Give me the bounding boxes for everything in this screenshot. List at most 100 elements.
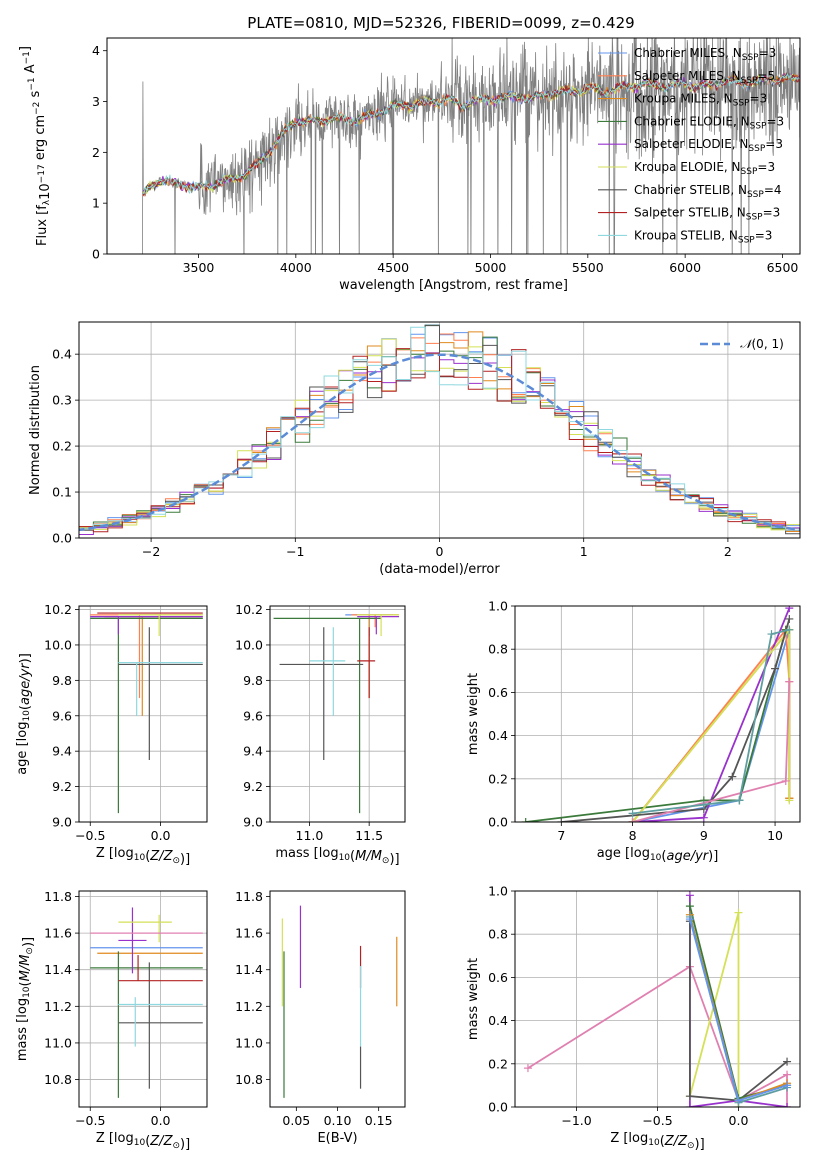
data-point — [90, 616, 203, 635]
superscript: −1 — [27, 77, 37, 90]
legend-label-salpeter_miles: Salpeter MILES, NSSP=5 — [634, 69, 775, 86]
mass-weight-marker — [734, 1096, 743, 1105]
superscript: −1 — [22, 51, 32, 64]
y-tick-label: 0.4 — [488, 728, 508, 743]
subscript: 10 — [134, 853, 146, 863]
data-point — [90, 617, 203, 814]
y-tick-label: 9.4 — [243, 744, 263, 759]
x-tick-label: 11.0 — [296, 828, 324, 843]
mass-weight-marker — [783, 1070, 792, 1079]
label-part: ( — [145, 849, 150, 864]
legend-label-kroupa_miles: Kroupa MILES, NSSP=3 — [634, 92, 767, 109]
legend-subscript: SSP — [741, 167, 758, 177]
x-tick-label: 0.05 — [282, 1113, 310, 1128]
mass-weight-marker — [521, 818, 530, 822]
y-axis-label-text: mass weight — [466, 958, 481, 1040]
y-tick-label: 11.2 — [235, 999, 263, 1014]
legend-subscript: SSP — [747, 190, 764, 200]
x-axis-label: wavelength [Angstrom, rest frame] — [339, 278, 568, 293]
data-point — [118, 914, 172, 943]
label-part: erg cm — [33, 115, 48, 164]
x-tick-label: 4500 — [377, 260, 409, 275]
y-tick-label: 11.4 — [44, 962, 72, 977]
x-tick-label: 6500 — [767, 260, 799, 275]
mass-weight-marker — [735, 796, 744, 805]
x-tick-label: −2 — [142, 544, 160, 559]
x-axis-label: (data-model)/error — [379, 562, 500, 577]
x-tick-label: −1.0 — [561, 1113, 591, 1128]
label-part: )] — [180, 1137, 190, 1152]
label-part: age/yr — [666, 849, 709, 864]
y-tick-label: 11.0 — [44, 1035, 72, 1050]
x-axis-label-text: (data-model)/error — [379, 562, 500, 577]
y-tick-label: 0.1 — [52, 485, 72, 500]
label-part: age/yr — [18, 662, 33, 705]
y-tick-label: 9.8 — [243, 673, 263, 688]
data-point — [357, 627, 376, 699]
y-axis-label-text: Flux [f — [35, 205, 50, 246]
y-tick-label: 10.2 — [235, 602, 263, 617]
subscript: ⊙ — [25, 947, 35, 955]
y-tick-label: 0.2 — [488, 771, 508, 786]
x-axis-label-text: E(B-V) — [317, 1131, 357, 1146]
x-axis-label: Z [log10(Z/Z⊙)] — [96, 846, 190, 867]
mass-weight-marker — [685, 1103, 694, 1107]
mass-weight-marker — [783, 1081, 792, 1090]
superscript: −17 — [37, 164, 47, 183]
panel-mass_weight_vs_Z: −1.0 −0.5 0.0 0.0 0.2 0.4 0.6 0.8 1.0 Z [log10(Z/… — [466, 884, 801, 1152]
label-part: ( — [18, 981, 33, 986]
label-part: )] — [695, 1137, 705, 1152]
mass-weight-series — [631, 627, 791, 822]
y-tick-label: 9.2 — [52, 779, 72, 794]
axes-frame — [269, 605, 406, 823]
axes-frame — [269, 890, 406, 1108]
plot-area — [523, 891, 792, 1107]
legend-suffix: =3 — [759, 46, 777, 60]
data-point — [90, 951, 203, 1098]
data-point — [118, 997, 203, 1047]
subscript: ⊙ — [382, 856, 390, 866]
panel-spectrum: 3500 4000 4500 5000 5500 6000 6500 0 1 2 3 4 wavelen… — [18, 37, 801, 293]
data-point — [279, 627, 364, 761]
axes-frame — [78, 605, 208, 823]
legend-label-kroupa_stelib: Kroupa STELIB, NSSP=3 — [634, 228, 772, 245]
x-axis-label: age [log10(age/yr)] — [597, 846, 719, 864]
x-tick-label: 5500 — [572, 260, 604, 275]
x-tick-label: 10 — [767, 828, 783, 843]
data-point — [118, 955, 203, 982]
label-part: )] — [21, 937, 36, 947]
x-axis-label-text: mass [log — [275, 846, 338, 861]
legend-label-text: Kroupa MILES, N — [634, 92, 733, 106]
mass-weight-marker — [781, 776, 790, 785]
subscript: 10 — [22, 986, 32, 998]
x-axis-label: Z [log10(Z/Z⊙)] — [610, 1131, 704, 1152]
mass-weight-marker — [785, 625, 794, 634]
legend-label-text: Chabrier STELIB, N — [634, 183, 747, 197]
mass-weight-marker — [685, 902, 694, 911]
x-tick-label: 11.5 — [355, 828, 383, 843]
mass-weight-marker — [557, 818, 566, 822]
x-axis-label-text: age [log — [597, 846, 650, 861]
mass-weight-marker — [685, 1092, 694, 1101]
y-tick-label: 0.8 — [488, 642, 508, 657]
x-tick-label: −0.5 — [75, 828, 105, 843]
legend-subscript: SSP — [738, 235, 755, 245]
legend-subscript: SSP — [746, 213, 763, 223]
legend-label-text: Chabrier ELODIE, N — [634, 114, 750, 128]
mass-weight-marker — [699, 813, 708, 822]
x-tick-label: 7 — [557, 828, 565, 843]
y-axis-label: mass [log10(M/M⊙)] — [15, 937, 36, 1061]
y-tick-label: 0.6 — [488, 685, 508, 700]
y-axis-label: mass weight — [466, 958, 481, 1040]
axes-frame — [78, 321, 801, 539]
legend-suffix: =3 — [763, 206, 781, 220]
label-part: Z/Z — [149, 849, 173, 864]
legend-subscript: SSP — [733, 99, 750, 109]
y-tick-label: 10.8 — [44, 1072, 72, 1087]
mass-weight-marker — [523, 1064, 532, 1073]
legend-subscript: SSP — [742, 53, 759, 63]
mass-weight-marker — [628, 818, 637, 822]
y-tick-label: 0.0 — [52, 531, 72, 546]
